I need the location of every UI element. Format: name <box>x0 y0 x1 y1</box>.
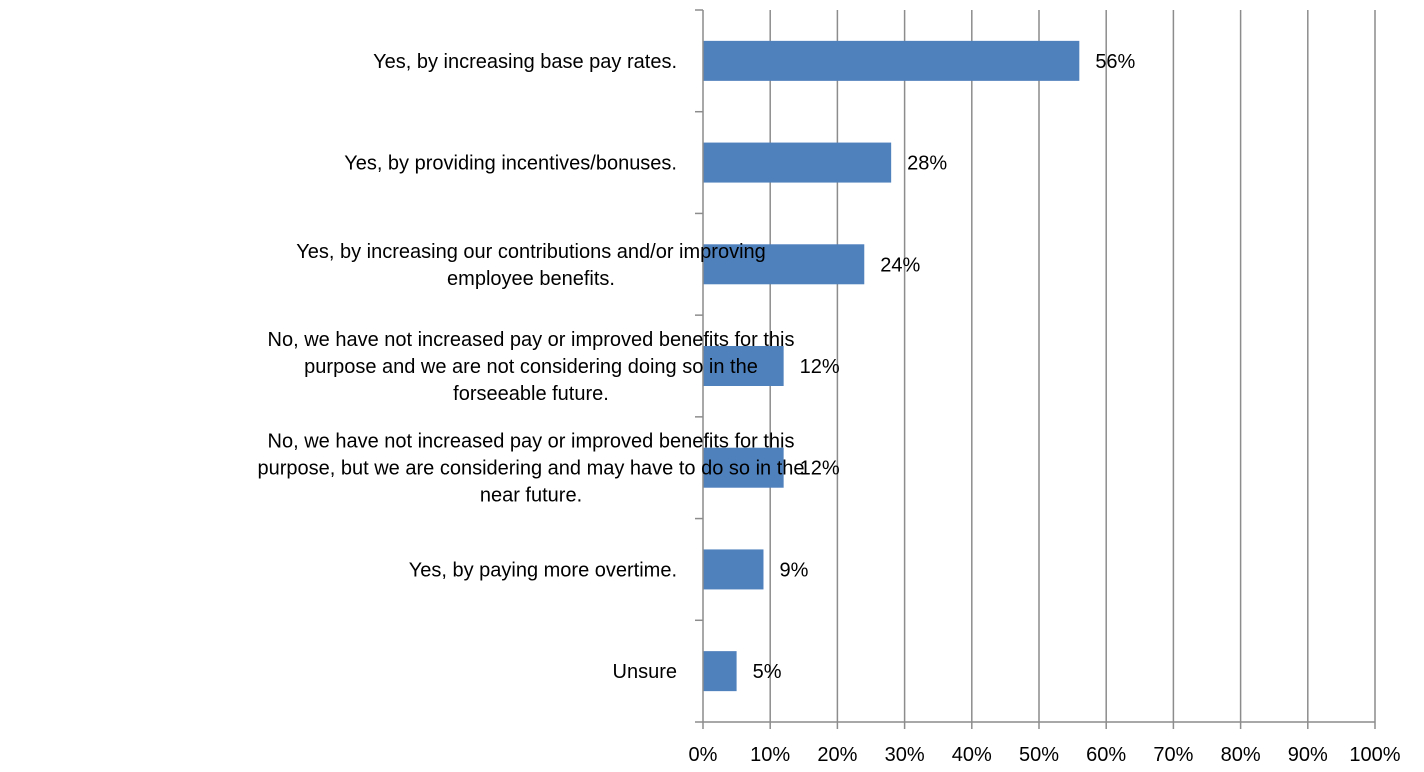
x-tick-label: 10% <box>750 744 790 766</box>
data-label: 28% <box>907 153 947 175</box>
x-tick-label: 90% <box>1288 744 1328 766</box>
bar-4 <box>703 447 784 488</box>
category-label: No, we have not increased pay or improve… <box>257 431 804 507</box>
bar-1 <box>703 142 892 183</box>
x-tick-label: 60% <box>1086 744 1126 766</box>
category-label-line: No, we have not increased pay or improve… <box>268 431 795 453</box>
category-label-line: Yes, by providing incentives/bonuses. <box>344 153 677 175</box>
label-layer: 0% 10% 20% 30% 40% 50% 60% 70% 80% 90% 100% 56% Yes,… <box>257 51 1400 766</box>
data-label: 9% <box>779 559 808 581</box>
category-label-line: Unsure <box>613 661 677 683</box>
bar-layer <box>703 40 1080 692</box>
category-label: Yes, by paying more overtime. <box>409 559 677 581</box>
category-label-line: employee benefits. <box>447 268 615 290</box>
category-label: Unsure <box>613 661 677 683</box>
x-tick-label: 50% <box>1019 744 1059 766</box>
bar-2 <box>703 244 865 285</box>
category-label: Yes, by providing incentives/bonuses. <box>344 153 677 175</box>
x-tick-label: 40% <box>952 744 992 766</box>
category-label: Yes, by increasing our contributions and… <box>296 241 766 290</box>
data-label: 12% <box>800 356 840 378</box>
category-label-line: No, we have not increased pay or improve… <box>268 329 795 351</box>
category-label-line: Yes, by increasing base pay rates. <box>373 51 677 73</box>
x-tick-label: 0% <box>689 744 718 766</box>
category-label-line: purpose and we are not considering doing… <box>304 356 758 378</box>
axis-layer <box>695 9 1376 729</box>
grid-layer <box>769 10 1376 722</box>
data-label: 12% <box>800 458 840 480</box>
category-label-line: purpose, but we are considering and may … <box>257 458 804 480</box>
x-tick-label: 80% <box>1221 744 1261 766</box>
category-label: Yes, by increasing base pay rates. <box>373 51 677 73</box>
bar-5 <box>703 549 764 590</box>
category-label-line: near future. <box>480 485 582 507</box>
category-label-line: Yes, by paying more overtime. <box>409 559 677 581</box>
x-tick-label: 20% <box>817 744 857 766</box>
category-label-line: Yes, by increasing our contributions and… <box>296 241 766 263</box>
x-tick-label: 100% <box>1349 744 1400 766</box>
category-label: No, we have not increased pay or improve… <box>268 329 795 405</box>
bar-6 <box>703 651 737 692</box>
bar-0 <box>703 40 1080 81</box>
data-label: 24% <box>880 254 920 276</box>
bar-3 <box>703 346 784 386</box>
x-tick-label: 70% <box>1153 744 1193 766</box>
data-label: 56% <box>1095 51 1135 73</box>
x-tick-label: 30% <box>885 744 925 766</box>
category-label-line: forseeable future. <box>453 383 609 405</box>
data-label: 5% <box>753 661 782 683</box>
